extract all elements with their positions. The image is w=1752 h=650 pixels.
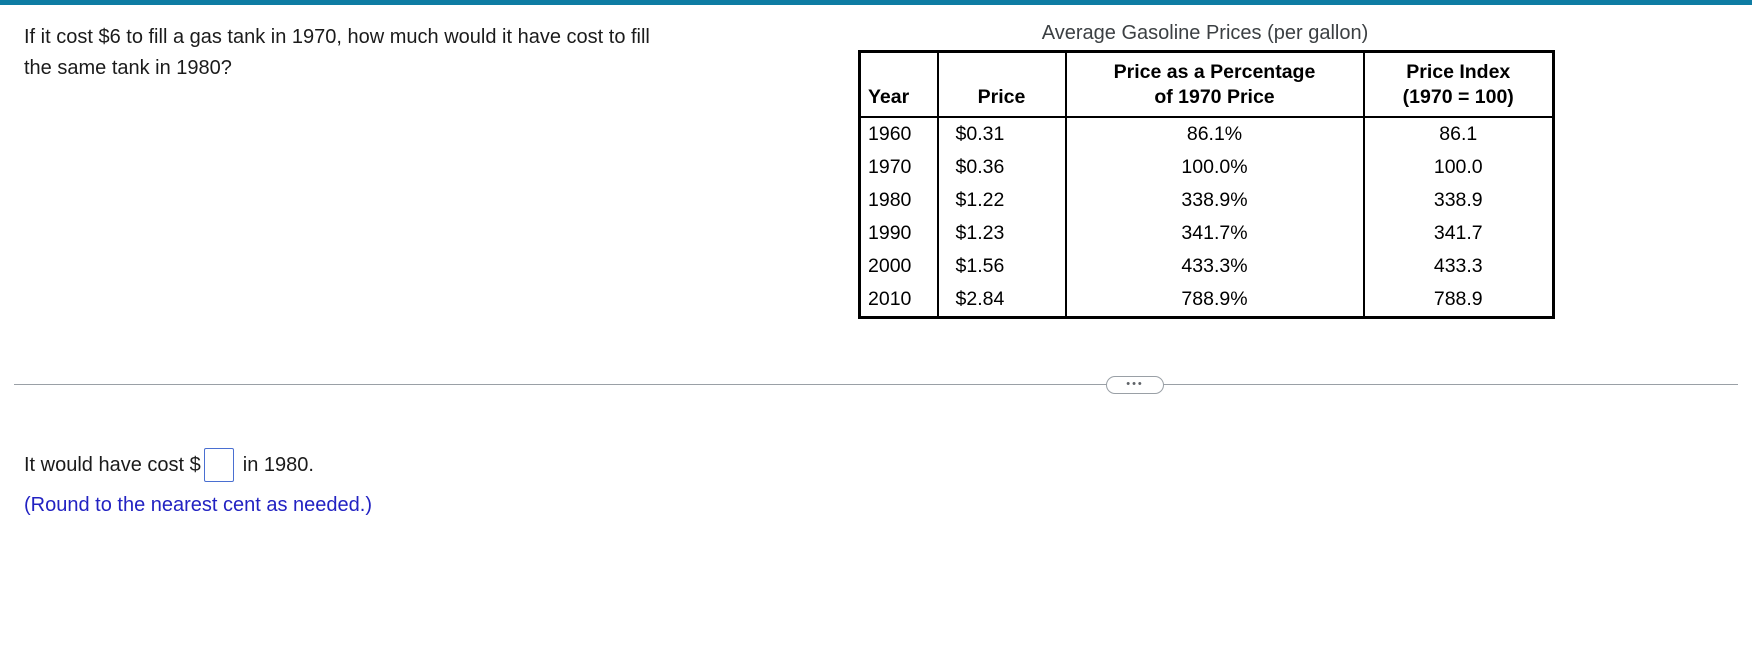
table-row: 1980 $1.22 338.9% 338.9	[860, 183, 1554, 217]
table-title: Average Gasoline Prices (per gallon)	[1041, 22, 1369, 44]
table-row: 1970 $0.36 100.0% 100.0	[860, 150, 1554, 184]
table-cell: $2.84	[936, 282, 1066, 318]
table-cell: $1.56	[936, 249, 1066, 283]
table-cell: $0.31	[936, 116, 1066, 151]
table-cell: 788.9	[1362, 282, 1554, 318]
table-cell: 100.0	[1362, 150, 1554, 184]
table-cell: 86.1%	[1064, 116, 1364, 151]
table-row: 1990 $1.23 341.7% 341.7	[860, 216, 1554, 250]
table-header: Year Price Price as a Percentage of 1970…	[859, 51, 1554, 118]
answer-input[interactable]	[203, 448, 234, 482]
top-accent-bar	[0, 0, 1752, 5]
column-header-price: Price	[936, 51, 1066, 118]
column-header-year: Year	[859, 51, 938, 118]
table-cell: 341.7	[1362, 216, 1554, 250]
table-cell: 338.9	[1362, 183, 1554, 217]
table-cell: $1.23	[936, 216, 1066, 250]
table-cell: 433.3%	[1064, 249, 1364, 283]
gas-prices-table: Year Price Price as a Percentage of 1970…	[858, 50, 1555, 319]
table-cell: 338.9%	[1064, 183, 1364, 217]
table-cell: 1970	[868, 155, 912, 178]
rounding-instruction: (Round to the nearest cent as needed.)	[24, 494, 373, 516]
gas-prices-table-section: Average Gasoline Prices (per gallon) Yea…	[858, 22, 1555, 319]
table-cell: 788.9%	[1064, 282, 1364, 318]
table-cell: 1960	[868, 122, 912, 145]
answer-text-prefix: It would have cost $	[24, 453, 201, 476]
divider-handle[interactable]: •••	[1106, 376, 1164, 394]
price-table-body: 1960 $0.31 86.1% 86.1 1970 $0.36 100.0% 100.0 19…	[860, 116, 1554, 318]
table-cell: 1990	[868, 221, 912, 244]
table-row: 2010 $2.84 788.9% 788.9	[860, 282, 1554, 318]
table-row: 1960 $0.31 86.1% 86.1	[860, 116, 1554, 151]
answer-row: It would have cost $ in 1980.	[24, 446, 314, 484]
question-text: If it cost $6 to fill a gas tank in 1970…	[24, 26, 650, 79]
table-cell: $0.36	[936, 150, 1066, 184]
table-cell: 341.7%	[1064, 216, 1364, 250]
table-cell: 2010	[868, 287, 912, 310]
column-header-percentage: Price as a Percentage of 1970 Price	[1064, 51, 1364, 118]
ellipsis-icon: •••	[1126, 377, 1144, 390]
table-cell: 86.1	[1362, 116, 1554, 151]
table-cell: $1.22	[936, 183, 1066, 217]
answer-text-suffix: in 1980.	[242, 453, 314, 476]
table-cell: 433.3	[1362, 249, 1554, 283]
table-cell: 1980	[868, 188, 912, 211]
table-cell: 2000	[868, 254, 912, 277]
table-row: 2000 $1.56 433.3% 433.3	[860, 249, 1554, 283]
table-cell: 100.0%	[1064, 150, 1364, 184]
section-divider	[14, 384, 1738, 385]
column-header-price-index: Price Index (1970 = 100)	[1362, 51, 1554, 118]
